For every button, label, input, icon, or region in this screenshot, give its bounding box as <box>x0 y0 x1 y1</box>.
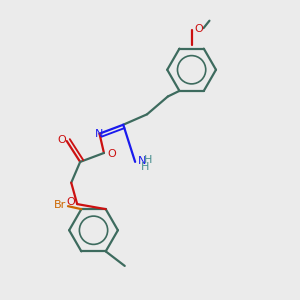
Text: H: H <box>140 162 149 172</box>
Text: O: O <box>57 135 66 145</box>
Text: O: O <box>107 148 116 159</box>
Text: H: H <box>144 154 152 164</box>
Text: O: O <box>195 24 203 34</box>
Text: N: N <box>95 129 104 139</box>
Text: Br: Br <box>53 200 66 210</box>
Text: O: O <box>67 197 76 207</box>
Text: N: N <box>137 156 146 166</box>
